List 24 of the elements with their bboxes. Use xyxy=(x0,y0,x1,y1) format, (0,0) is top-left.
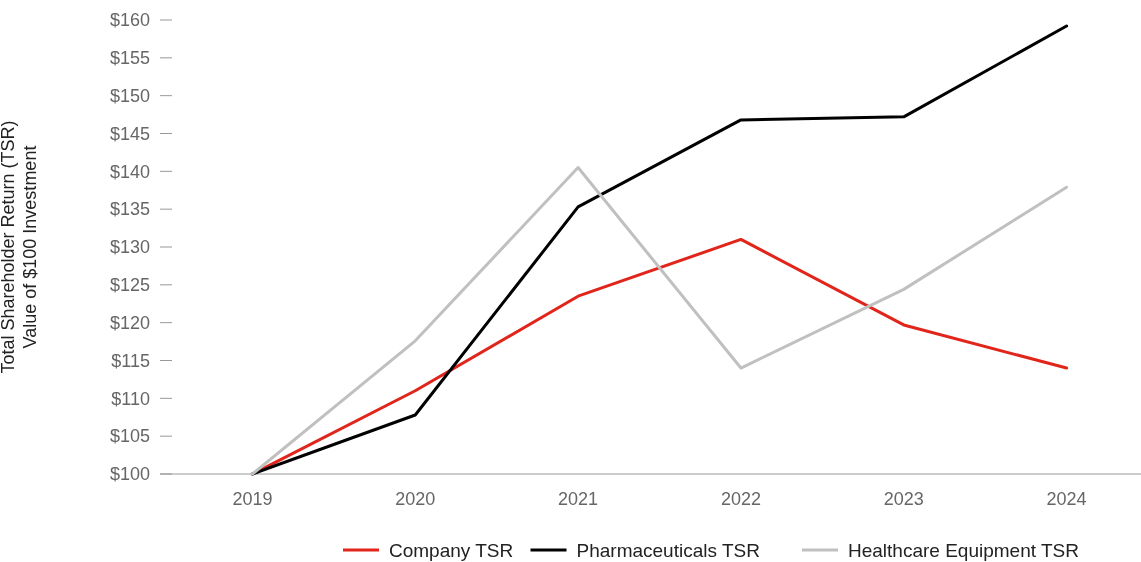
line-series xyxy=(250,166,1069,476)
legend-label: Pharmaceuticals TSR xyxy=(576,539,760,561)
y-tick-label: $120 xyxy=(109,312,150,333)
y-axis-title: Total Shareholder Return (TSR) Value of $100 Investment xyxy=(0,120,40,374)
y-tick-label: $155 xyxy=(109,48,150,69)
y-tick-label: $115 xyxy=(111,350,150,371)
y-tick-label: $110 xyxy=(111,388,150,409)
y-tick-label: $140 xyxy=(109,161,150,182)
y-tick-label: $125 xyxy=(109,275,150,296)
y-tick-label: $130 xyxy=(109,237,150,258)
y-tick-label: $150 xyxy=(109,85,150,106)
x-tick-label: 2023 xyxy=(883,489,924,509)
x-tick-label: 2024 xyxy=(1046,489,1087,509)
y-tick-label: $105 xyxy=(109,426,150,447)
y-tick-label: $160 xyxy=(109,10,150,31)
legend-label: Company TSR xyxy=(389,539,514,561)
x-tick-label: 2021 xyxy=(558,489,599,509)
y-tick-label: $135 xyxy=(109,199,150,220)
y-tick-label: $100 xyxy=(109,464,150,485)
legend-label: Healthcare Equipment TSR xyxy=(848,539,1079,561)
x-tick-label: 2020 xyxy=(395,489,436,509)
x-tick-label: 2022 xyxy=(720,489,761,509)
x-tick-label: 2019 xyxy=(232,489,273,509)
y-tick-label: $145 xyxy=(109,123,150,144)
